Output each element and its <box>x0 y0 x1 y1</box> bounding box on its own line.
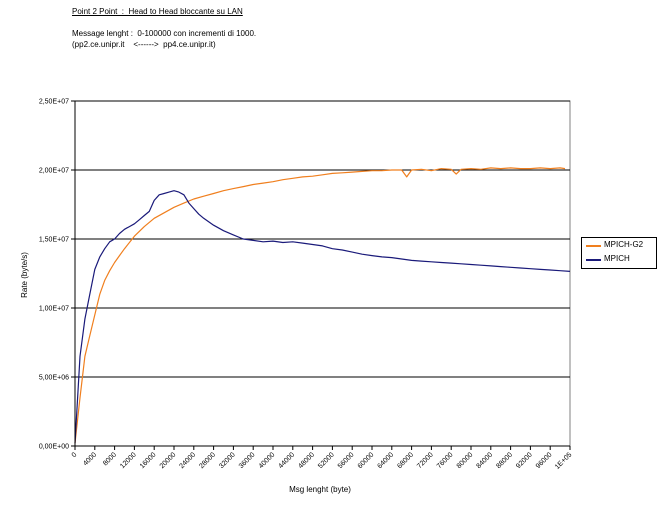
x-tick-label: 88000 <box>495 451 514 470</box>
x-tick-label: 16000 <box>139 451 158 470</box>
chart-subtitle-line2: (pp2.ce.unipr.it <------> pp4.ce.unipr.i… <box>72 40 216 49</box>
y-tick-label: 2,00E+07 <box>39 168 69 175</box>
legend-item-mpich: MPICH <box>582 254 656 266</box>
y-axis-label: Rate (byte/s) <box>20 252 29 298</box>
y-tick-label: 1,50E+07 <box>39 237 69 244</box>
series-line-mpich-g2 <box>74 167 566 444</box>
x-tick-label: 0 <box>71 451 79 459</box>
chart-header: Point 2 Point : Head to Head bloccante s… <box>72 6 256 50</box>
x-tick-label: 4000 <box>82 451 98 467</box>
legend-label-mpich: MPICH <box>604 254 630 263</box>
x-tick-label: 8000 <box>102 451 118 467</box>
x-tick-label: 1E+05 <box>554 451 573 470</box>
legend-swatch-mpich-g2 <box>586 245 601 247</box>
x-tick-label: 92000 <box>515 451 534 470</box>
x-tick-label: 44000 <box>277 451 296 470</box>
x-tick-label: 84000 <box>475 451 494 470</box>
series-line-mpich <box>74 190 571 444</box>
x-tick-label: 64000 <box>376 451 395 470</box>
legend-label-mpich-g2: MPICH-G2 <box>604 240 644 249</box>
legend-swatch-mpich <box>586 259 601 261</box>
legend-item-mpich-g2: MPICH-G2 <box>582 240 656 252</box>
y-tick-label: 5,00E+06 <box>39 375 69 382</box>
x-tick-label: 56000 <box>337 451 356 470</box>
gridlines <box>75 100 570 378</box>
x-tick-label: 76000 <box>436 451 455 470</box>
x-tick-label: 28000 <box>198 451 217 470</box>
x-tick-label: 52000 <box>317 451 336 470</box>
chart-title: Point 2 Point : Head to Head bloccante s… <box>72 7 243 16</box>
y-tick-label: 2,50E+07 <box>39 99 69 106</box>
y-tick-label: 0,00E+00 <box>39 444 69 451</box>
chart-legend: MPICH-G2 MPICH <box>581 237 657 269</box>
x-axis-label: Msg lenght (byte) <box>289 485 351 494</box>
x-tick-label: 32000 <box>218 451 237 470</box>
x-tick-label: 68000 <box>396 451 415 470</box>
x-tick-label: 72000 <box>416 451 435 470</box>
axes: 0,00E+00 5,00E+06 1,00E+07 1,50E+07 2,00E+07… <box>39 99 574 471</box>
x-tick-label: 96000 <box>535 451 554 470</box>
x-tick-label: 40000 <box>258 451 277 470</box>
plot-area <box>74 100 571 447</box>
x-tick-label: 20000 <box>159 451 178 470</box>
x-tick-label: 48000 <box>297 451 316 470</box>
x-tick-label: 12000 <box>119 451 138 470</box>
series-lines <box>74 167 571 444</box>
x-tick-label: 36000 <box>238 451 257 470</box>
x-tick-label: 24000 <box>178 451 197 470</box>
y-tick-label: 1,00E+07 <box>39 306 69 313</box>
chart-subtitle-line1: Message lenght : 0-100000 con incrementi… <box>72 29 257 38</box>
x-tick-label: 60000 <box>357 451 376 470</box>
x-tick-label: 80000 <box>456 451 475 470</box>
plot-border <box>74 100 571 447</box>
